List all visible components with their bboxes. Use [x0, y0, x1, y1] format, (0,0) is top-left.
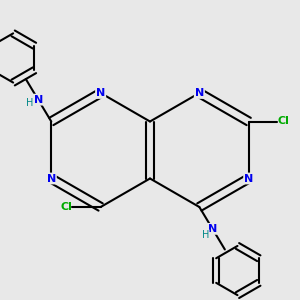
Text: Cl: Cl	[277, 116, 289, 127]
Text: H: H	[202, 230, 209, 240]
Text: N: N	[46, 173, 56, 184]
Text: N: N	[244, 173, 254, 184]
Text: H: H	[26, 98, 33, 108]
Text: N: N	[208, 224, 217, 234]
Text: N: N	[195, 88, 204, 98]
Text: N: N	[34, 94, 43, 105]
Text: Cl: Cl	[60, 202, 72, 212]
Text: N: N	[96, 88, 105, 98]
